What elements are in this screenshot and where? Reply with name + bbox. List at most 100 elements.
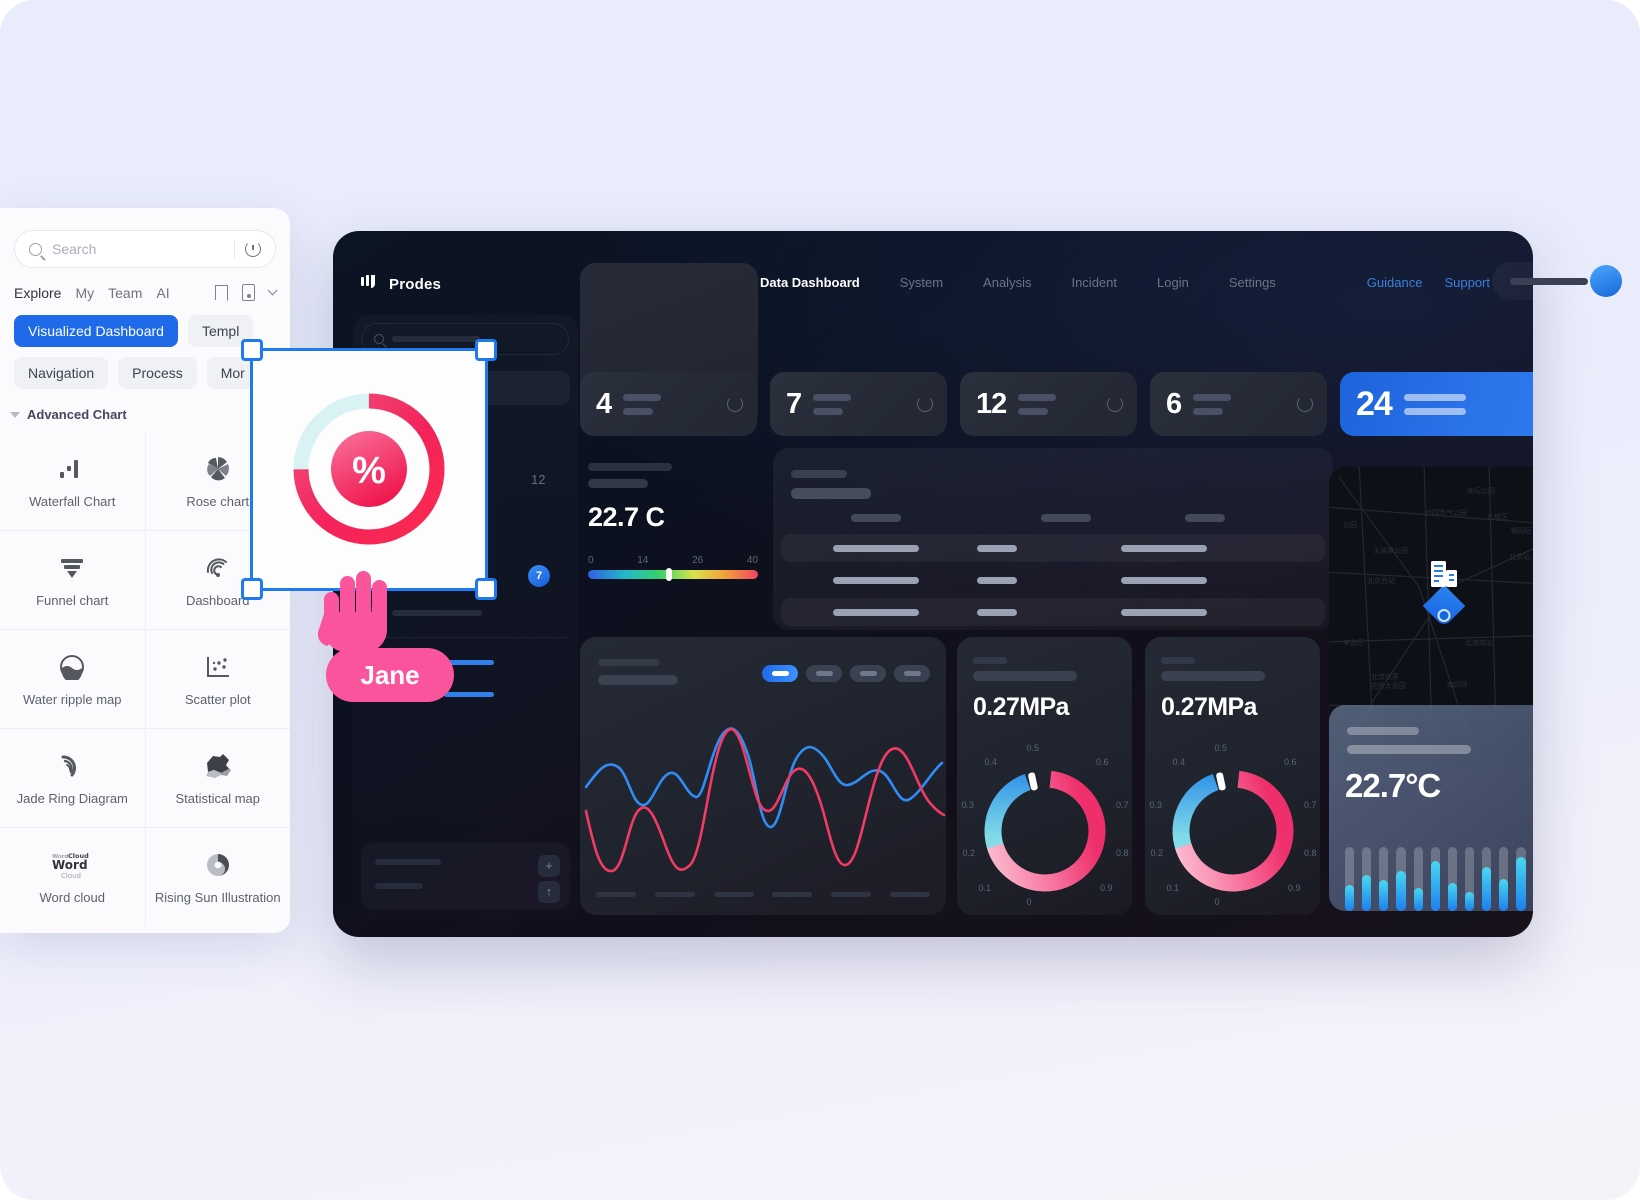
kpi-card[interactable]: 6 xyxy=(1150,372,1327,436)
resize-handle-top-left[interactable] xyxy=(241,339,263,361)
table-column-header xyxy=(1185,514,1225,522)
gauge-tick: 0.8 xyxy=(1303,848,1317,858)
bookmark-icon[interactable] xyxy=(214,284,229,307)
section-header[interactable]: Advanced Chart xyxy=(0,389,290,422)
gauge-tick: 0.5 xyxy=(1026,743,1040,753)
range-option[interactable] xyxy=(806,665,842,682)
tab-ai[interactable]: AI xyxy=(156,284,170,301)
upload-button[interactable]: ↑ xyxy=(538,881,560,903)
chart-item-rising-sun-illustration[interactable]: Rising Sun Illustration xyxy=(145,828,290,926)
table-cell xyxy=(1121,544,1207,552)
panel-title-placeholder xyxy=(791,488,871,499)
gauge-tick: 0 xyxy=(1214,897,1220,907)
range-option[interactable] xyxy=(894,665,930,682)
gauge-tick: 0.7 xyxy=(1115,800,1129,810)
building-pin-icon[interactable] xyxy=(1413,543,1475,628)
svg-text:公园: 公园 xyxy=(1343,521,1357,529)
template-library-panel: Search Explore My Team AI Visualized Das… xyxy=(0,208,290,933)
table-row[interactable] xyxy=(781,566,1325,594)
chart-item-scatter-plot[interactable]: Scatter plot xyxy=(145,630,290,728)
chevron-down-icon[interactable] xyxy=(267,285,278,296)
resize-handle-top-right[interactable] xyxy=(475,339,497,361)
chart-item-funnel-chart[interactable]: Funnel chart xyxy=(0,531,145,629)
table-cell xyxy=(977,576,1017,584)
link-guidance[interactable]: Guidance xyxy=(1366,275,1423,290)
tab-explore[interactable]: Explore xyxy=(14,284,62,301)
nav-item-incident[interactable]: Incident xyxy=(1071,275,1118,290)
gauge-tick: 0.3 xyxy=(1149,800,1163,810)
tab-my[interactable]: My xyxy=(75,284,95,301)
kpi-card[interactable]: 7 xyxy=(770,372,947,436)
mobile-icon[interactable] xyxy=(242,284,255,301)
temperature-value: 22.7 C xyxy=(588,502,665,532)
chip-navigation[interactable]: Navigation xyxy=(14,357,109,389)
kpi-card[interactable]: 4 xyxy=(580,372,757,436)
rose-chart-icon xyxy=(205,454,231,484)
refresh-icon[interactable] xyxy=(917,396,933,412)
chart-title-placeholder xyxy=(598,675,678,685)
refresh-icon[interactable] xyxy=(1107,396,1123,412)
rail-item-label xyxy=(392,609,482,616)
svg-text:丰台区: 丰台区 xyxy=(1343,638,1364,647)
table-row[interactable] xyxy=(781,598,1325,626)
resize-handle-bottom-left[interactable] xyxy=(241,578,263,600)
gauge-tick: 0.2 xyxy=(962,848,976,858)
account-label-placeholder xyxy=(1510,277,1588,285)
avatar[interactable] xyxy=(1590,265,1622,297)
history-icon[interactable] xyxy=(245,241,261,257)
chart-item-statistical-map[interactable]: Statistical map xyxy=(145,729,290,827)
percent-symbol: % xyxy=(352,450,386,492)
widget-title-placeholder xyxy=(588,463,672,471)
nav-item-login[interactable]: Login xyxy=(1157,275,1189,290)
chart-range-toggle[interactable] xyxy=(762,665,930,682)
nav-item-settings[interactable]: Settings xyxy=(1228,275,1276,290)
nav-item-system[interactable]: System xyxy=(899,275,944,290)
gauge-ring: 0.5 0.4 0.3 0.2 0.1 0 0.9 0.8 0.7 0.6 xyxy=(1150,743,1317,907)
kpi-card-highlighted[interactable]: 24 xyxy=(1340,372,1533,436)
range-option[interactable] xyxy=(850,665,886,682)
color-bar-marker[interactable] xyxy=(666,568,673,581)
kpi-card[interactable]: 12 xyxy=(960,372,1137,436)
brand-name: Prodes xyxy=(389,276,442,293)
range-option-active[interactable] xyxy=(762,665,798,682)
temperature-color-bar[interactable] xyxy=(588,568,758,581)
gauge-eyebrow-placeholder xyxy=(1161,657,1195,664)
caret-down-icon[interactable] xyxy=(10,411,20,418)
svg-text:Cloud: Cloud xyxy=(61,872,81,880)
library-search[interactable]: Search xyxy=(14,230,276,268)
kpi-value: 24 xyxy=(1356,384,1393,423)
chart-item-water-ripple-map[interactable]: Water ripple map xyxy=(0,630,145,728)
building-glyph xyxy=(1431,561,1457,587)
add-button[interactable]: + xyxy=(538,855,560,877)
table-cell xyxy=(977,544,1017,552)
pressure-gauge-card: 0.27MPa 0.5 0.4 0.3 0.2 0.1 0 0.9 0.8 0.… xyxy=(1145,637,1320,915)
gauge-tick: 0.1 xyxy=(1166,883,1180,893)
refresh-icon[interactable] xyxy=(727,396,743,412)
chip-process[interactable]: Process xyxy=(118,357,197,389)
nav-item-analysis[interactable]: Analysis xyxy=(983,275,1032,290)
table-row[interactable] xyxy=(781,534,1325,562)
glass-temperature-value: 22.7°C xyxy=(1345,767,1441,804)
chart-item-label: Word cloud xyxy=(39,889,105,905)
scale-tick-labels: 0 14 26 40 xyxy=(588,555,758,566)
kpi-label-placeholder xyxy=(1018,393,1057,415)
chart-item-jade-ring-diagram[interactable]: Jade Ring Diagram xyxy=(0,729,145,827)
resize-handle-bottom-right[interactable] xyxy=(475,578,497,600)
word-cloud-icon: Word Cloud Word Cloud xyxy=(44,850,100,880)
chart-item-label: Dashboard xyxy=(185,592,250,608)
gauge-tick: 0.9 xyxy=(1099,883,1113,893)
link-support[interactable]: Support xyxy=(1444,275,1490,290)
search-input[interactable]: Search xyxy=(52,241,97,257)
svg-text:廿四节气公园: 廿四节气公园 xyxy=(1425,508,1467,517)
kpi-label-placeholder xyxy=(623,393,662,415)
chart-item-waterfall-chart[interactable]: Waterfall Chart xyxy=(0,432,145,530)
nav-item-data-dashboard[interactable]: Data Dashboard xyxy=(760,275,860,290)
kpi-value: 4 xyxy=(596,387,612,420)
refresh-icon[interactable] xyxy=(1297,396,1313,412)
notification-badge[interactable]: 7 xyxy=(528,565,550,587)
chart-item-word-cloud[interactable]: Word Cloud Word Cloud Word cloud xyxy=(0,828,145,926)
chip-visualized-dashboard[interactable]: Visualized Dashboard xyxy=(14,315,178,347)
tab-team[interactable]: Team xyxy=(108,284,143,301)
selection-box[interactable]: % xyxy=(241,339,497,600)
